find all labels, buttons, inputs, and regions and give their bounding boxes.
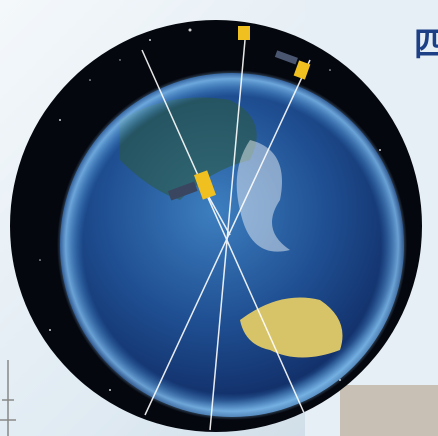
space xyxy=(39,26,407,431)
atmosphere xyxy=(57,70,407,420)
satellites xyxy=(167,26,311,201)
tower xyxy=(0,360,16,436)
corner-image xyxy=(340,385,438,436)
orbit-lines xyxy=(141,39,311,431)
headline: 四 xyxy=(414,25,438,65)
